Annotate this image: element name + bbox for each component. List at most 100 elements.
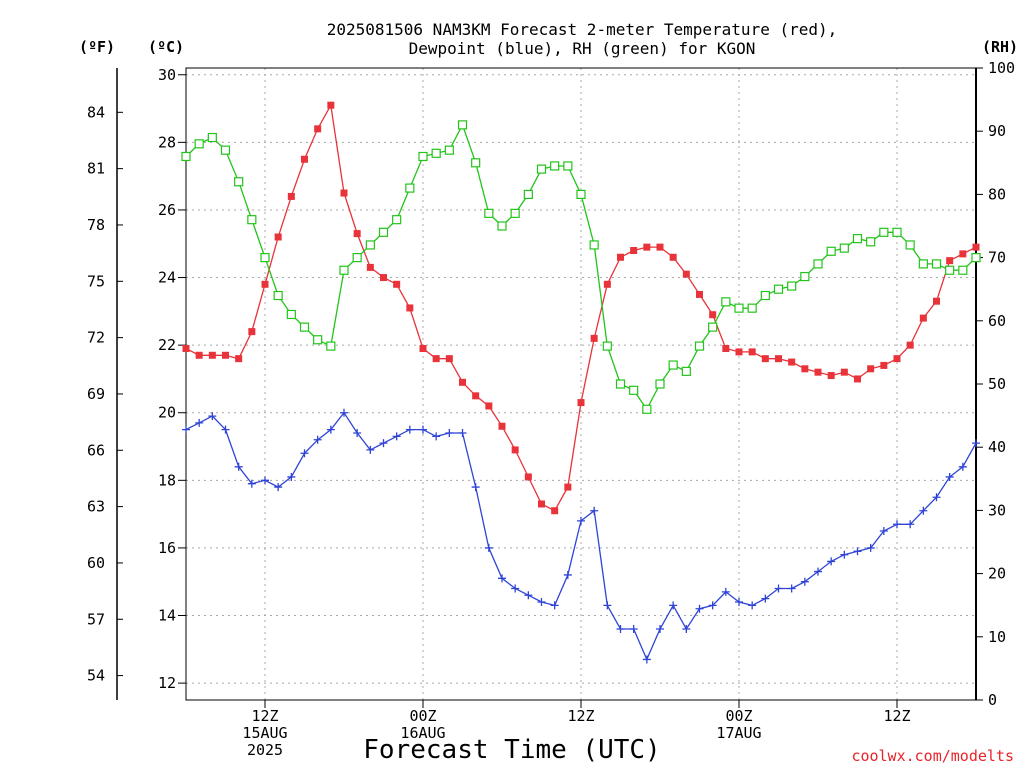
data-point bbox=[787, 584, 796, 593]
data-point bbox=[419, 425, 427, 434]
data-point bbox=[893, 355, 901, 363]
data-point bbox=[326, 425, 335, 434]
data-point bbox=[774, 584, 783, 593]
data-point bbox=[801, 365, 809, 373]
data-point bbox=[432, 432, 441, 441]
celsius-tick-label: 30 bbox=[158, 66, 176, 84]
data-point bbox=[682, 625, 691, 634]
data-point bbox=[457, 120, 468, 130]
x-tick-label: 12Z bbox=[883, 707, 910, 725]
data-point bbox=[208, 351, 216, 359]
rh-tick-label: 50 bbox=[988, 375, 1006, 393]
data-point bbox=[459, 378, 466, 386]
data-point bbox=[340, 408, 348, 417]
data-point bbox=[879, 527, 888, 536]
chart-title-line1: 2025081506 NAM3KM Forecast 2-meter Tempe… bbox=[327, 20, 838, 39]
data-point bbox=[498, 422, 506, 430]
data-point bbox=[642, 655, 651, 664]
data-point bbox=[958, 265, 968, 275]
data-point bbox=[392, 432, 401, 441]
data-point bbox=[366, 445, 375, 454]
rh-tick-label: 20 bbox=[988, 565, 1006, 583]
data-point bbox=[893, 520, 901, 529]
data-point bbox=[379, 439, 388, 448]
rh-tick-label: 0 bbox=[988, 691, 997, 709]
series-2-meter-temperature bbox=[182, 101, 980, 515]
data-point bbox=[642, 404, 652, 414]
data-point bbox=[471, 483, 480, 492]
grid-lines bbox=[186, 68, 976, 700]
data-point bbox=[472, 392, 480, 400]
data-point bbox=[577, 516, 585, 525]
data-point bbox=[827, 372, 835, 380]
celsius-tick-label: 18 bbox=[158, 471, 176, 489]
data-point bbox=[669, 253, 677, 261]
data-point bbox=[696, 290, 703, 298]
data-point bbox=[274, 483, 283, 492]
data-point bbox=[616, 625, 625, 634]
data-point bbox=[905, 240, 915, 250]
data-point bbox=[563, 570, 572, 579]
data-point bbox=[393, 280, 401, 288]
data-point bbox=[866, 543, 875, 552]
data-point bbox=[524, 473, 532, 481]
data-point bbox=[590, 506, 599, 515]
data-point bbox=[537, 597, 546, 606]
series-rh bbox=[181, 120, 981, 414]
data-point bbox=[800, 271, 810, 282]
data-point bbox=[510, 208, 520, 218]
x-tick-label: 2025 bbox=[247, 741, 283, 759]
data-point bbox=[352, 253, 362, 263]
fahrenheit-tick-label: 63 bbox=[87, 498, 105, 516]
data-point bbox=[721, 297, 731, 307]
data-point bbox=[406, 304, 414, 312]
data-point bbox=[656, 625, 664, 634]
data-point bbox=[353, 429, 362, 438]
fahrenheit-tick-label: 57 bbox=[87, 610, 105, 628]
data-point bbox=[405, 183, 415, 193]
data-point bbox=[484, 208, 494, 218]
data-point bbox=[523, 189, 533, 199]
data-point bbox=[551, 507, 559, 515]
fahrenheit-tick-label: 72 bbox=[87, 329, 105, 347]
data-point bbox=[814, 368, 822, 376]
data-point bbox=[392, 215, 402, 225]
fahrenheit-tick-label: 69 bbox=[87, 385, 105, 403]
data-point bbox=[602, 341, 612, 351]
data-point bbox=[445, 429, 454, 438]
data-point bbox=[971, 253, 981, 263]
data-point bbox=[734, 303, 744, 313]
data-point bbox=[867, 365, 875, 373]
axes: 12 14 16 18 20 22 24 26 28 30 54 57 60 63 66 69 72 75 78 81… bbox=[87, 59, 1015, 759]
data-point bbox=[972, 243, 980, 251]
x-tick-label: 17AUG bbox=[716, 724, 761, 742]
data-point bbox=[603, 601, 612, 610]
data-point bbox=[314, 125, 322, 133]
data-point bbox=[853, 547, 862, 556]
data-point bbox=[747, 303, 757, 313]
data-point bbox=[827, 557, 836, 566]
data-point bbox=[261, 280, 269, 288]
data-point bbox=[432, 355, 440, 363]
rh-tick-label: 70 bbox=[988, 249, 1006, 267]
series-layer bbox=[181, 101, 981, 664]
data-point bbox=[222, 351, 229, 359]
data-point bbox=[906, 520, 915, 529]
fahrenheit-axis-unit: (ºF) bbox=[79, 38, 115, 56]
celsius-tick-label: 28 bbox=[158, 133, 176, 151]
data-point bbox=[366, 263, 374, 271]
fahrenheit-tick-label: 60 bbox=[87, 554, 105, 572]
data-point bbox=[748, 348, 756, 356]
data-point bbox=[814, 567, 822, 576]
data-point bbox=[773, 284, 784, 294]
data-point bbox=[630, 247, 638, 255]
data-point bbox=[721, 587, 730, 596]
data-point bbox=[945, 472, 954, 481]
celsius-tick-label: 24 bbox=[158, 269, 176, 287]
data-point bbox=[826, 246, 836, 256]
data-point bbox=[617, 253, 624, 261]
data-point bbox=[286, 309, 296, 320]
data-point bbox=[788, 358, 796, 366]
data-point bbox=[787, 281, 797, 291]
data-point bbox=[313, 435, 322, 444]
